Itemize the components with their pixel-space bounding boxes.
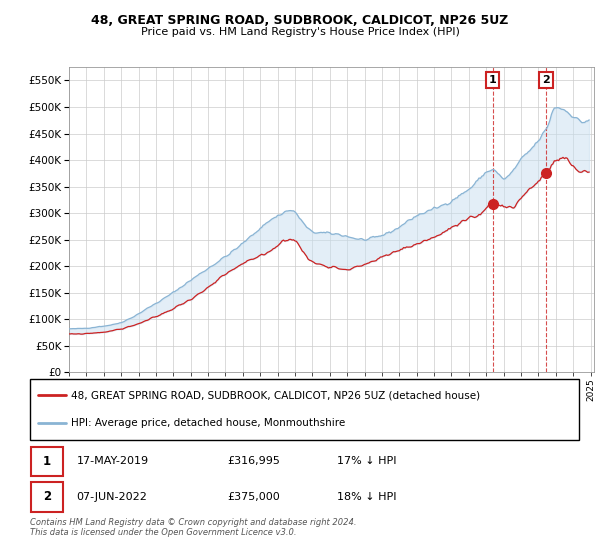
Text: 1: 1 [489,75,497,85]
Bar [31,447,63,476]
Text: 2: 2 [542,75,550,85]
Bar [31,482,63,512]
Text: 17% ↓ HPI: 17% ↓ HPI [337,456,397,466]
Text: 18% ↓ HPI: 18% ↓ HPI [337,492,397,502]
Text: Price paid vs. HM Land Registry's House Price Index (HPI): Price paid vs. HM Land Registry's House … [140,27,460,37]
Text: Contains HM Land Registry data © Crown copyright and database right 2024.
This d: Contains HM Land Registry data © Crown c… [30,518,356,538]
Text: 48, GREAT SPRING ROAD, SUDBROOK, CALDICOT, NP26 5UZ: 48, GREAT SPRING ROAD, SUDBROOK, CALDICO… [91,14,509,27]
Text: 1: 1 [43,455,51,468]
Text: 48, GREAT SPRING ROAD, SUDBROOK, CALDICOT, NP26 5UZ (detached house): 48, GREAT SPRING ROAD, SUDBROOK, CALDICO… [71,390,481,400]
Text: 07-JUN-2022: 07-JUN-2022 [77,492,148,502]
Text: £375,000: £375,000 [227,492,280,502]
Text: 2: 2 [43,491,51,503]
Text: £316,995: £316,995 [227,456,281,466]
Text: 17-MAY-2019: 17-MAY-2019 [77,456,149,466]
Text: HPI: Average price, detached house, Monmouthshire: HPI: Average price, detached house, Monm… [71,418,346,428]
